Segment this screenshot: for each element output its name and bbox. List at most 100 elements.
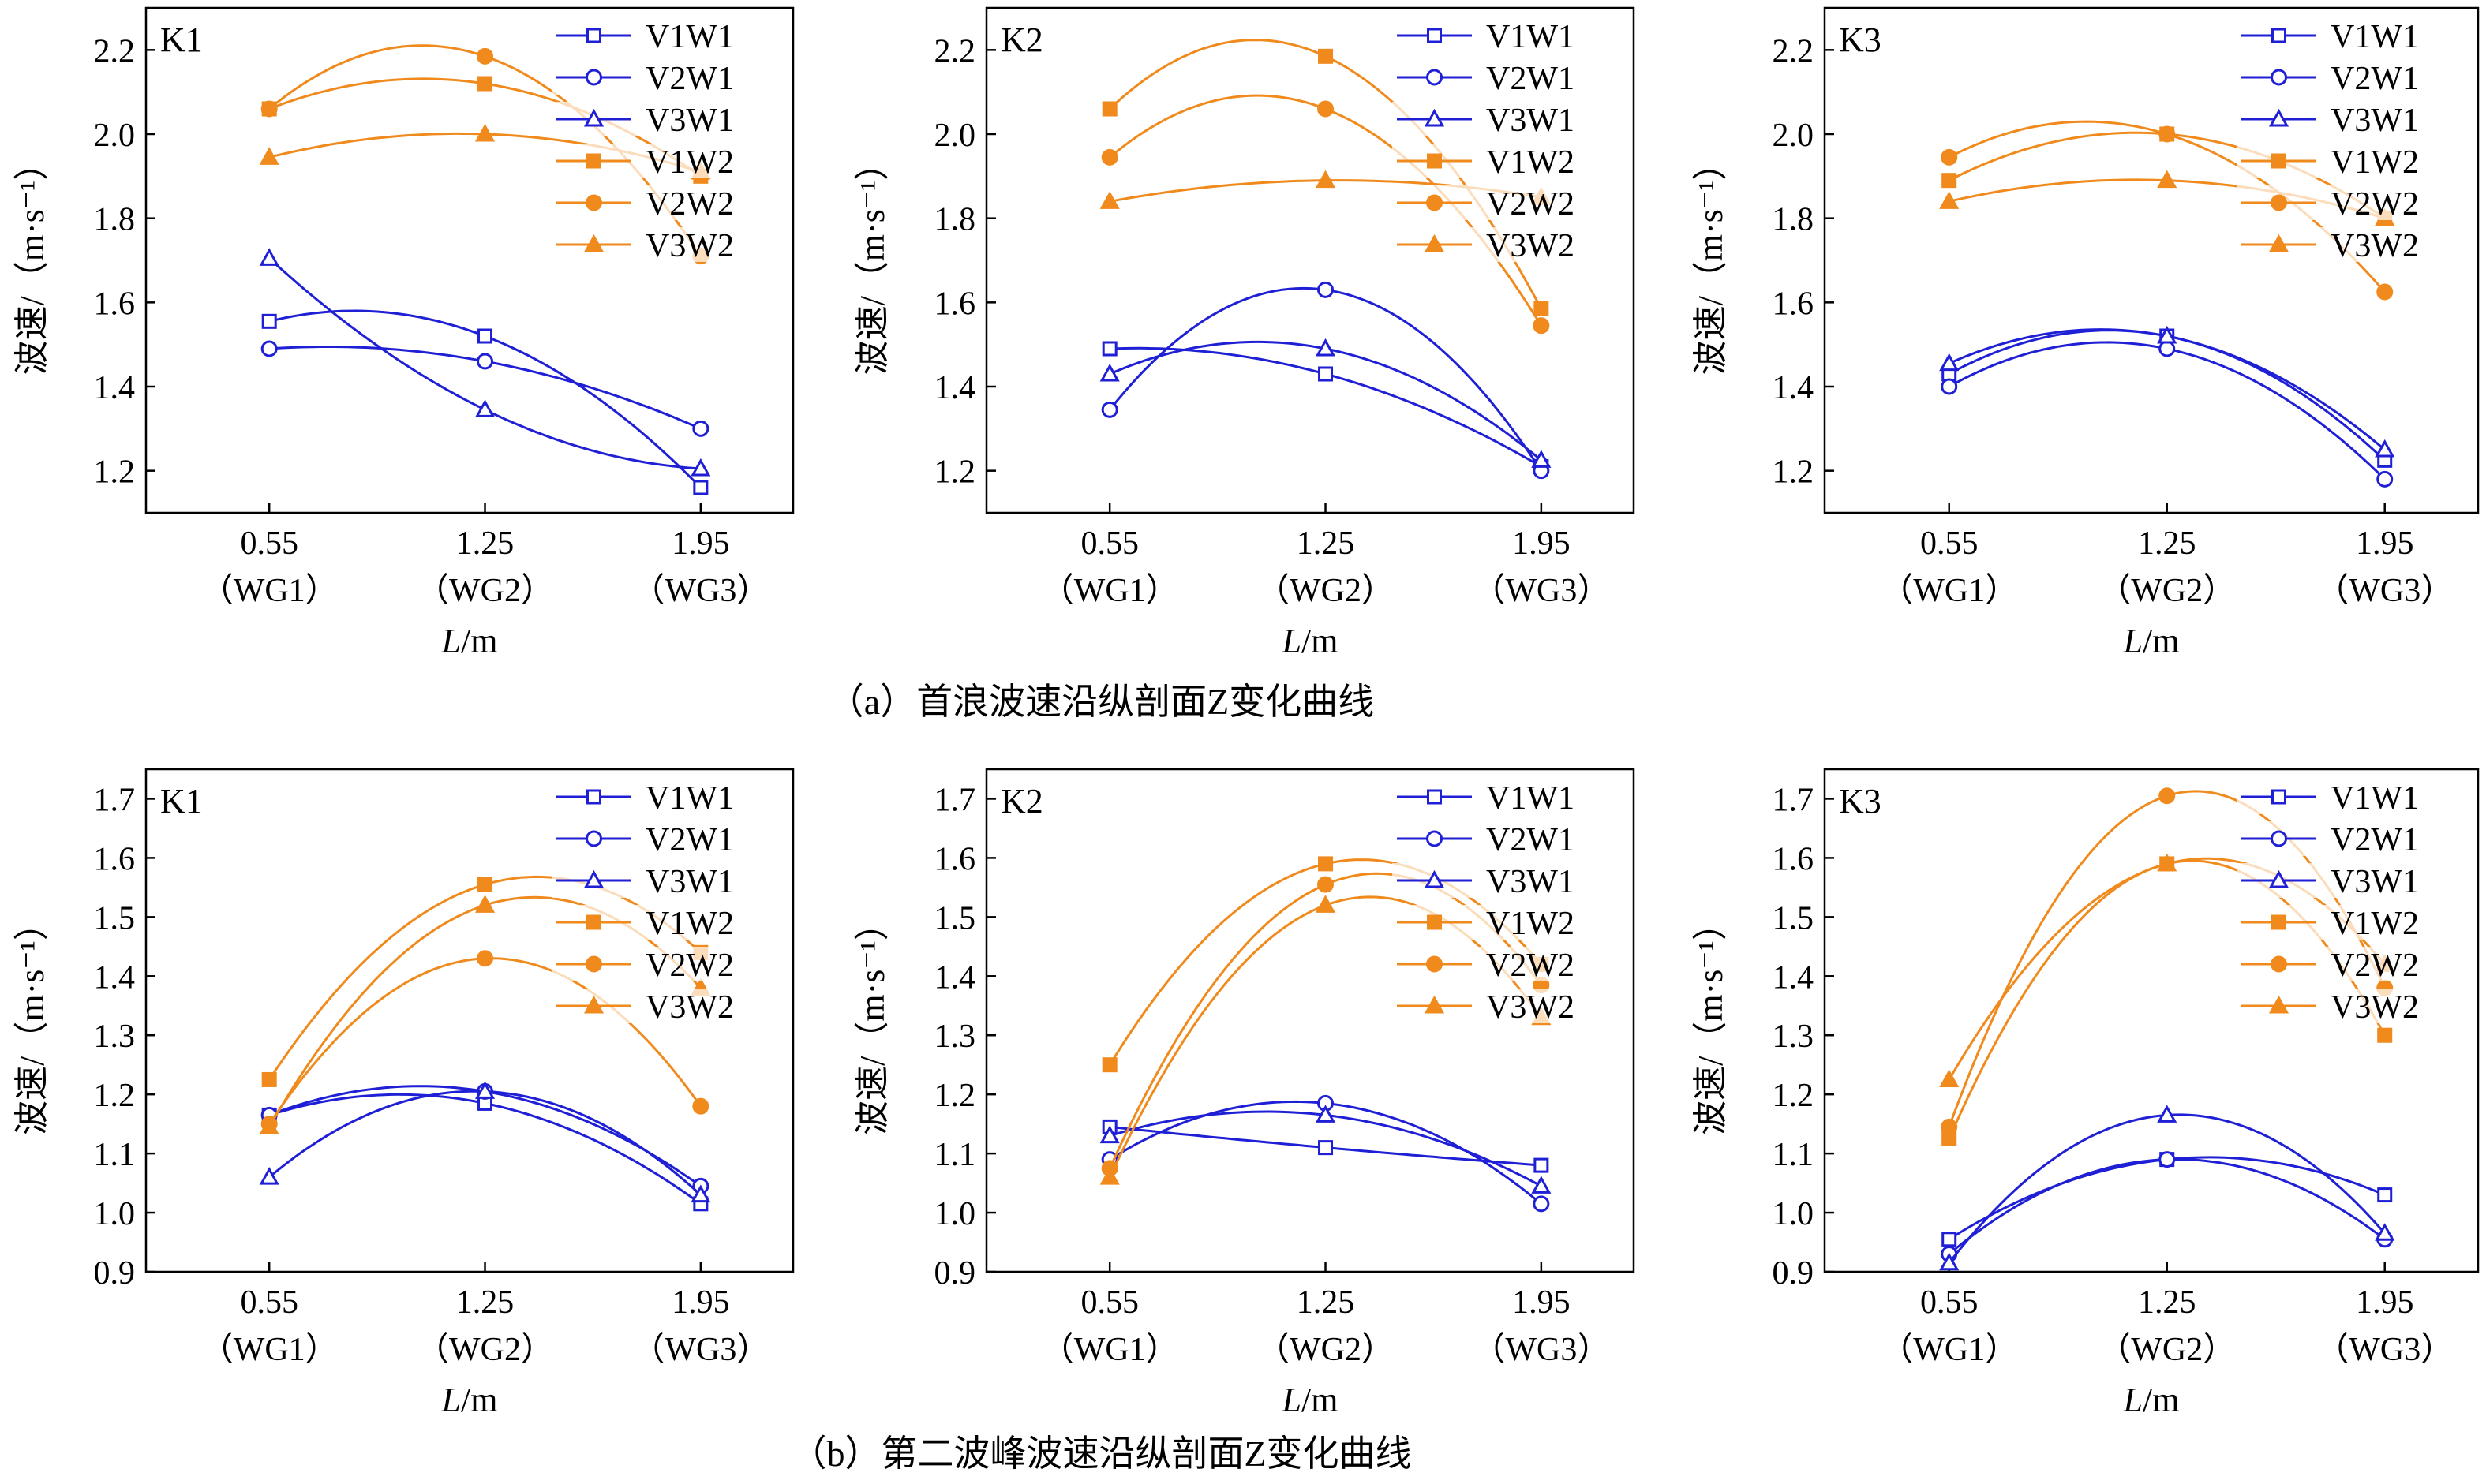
- x-tick-label: 1.25: [456, 1284, 515, 1321]
- legend-marker: [586, 955, 602, 973]
- legend-item: V1W1: [1392, 779, 1627, 817]
- legend-item: V3W2: [2237, 989, 2472, 1026]
- data-point: [1531, 1176, 1552, 1194]
- panel-label: K2: [1001, 21, 1043, 59]
- y-tick-label: 2.0: [934, 118, 976, 154]
- x-tick-sublabel: （WG3）: [1472, 573, 1610, 609]
- legend-marker: [2271, 955, 2287, 973]
- data-point: [1939, 1252, 1960, 1271]
- data-point: [474, 399, 496, 417]
- y-tick-label: 0.9: [1773, 1255, 1814, 1291]
- legend-label: V1W2: [1486, 906, 1574, 942]
- data-point: [1318, 366, 1334, 382]
- legend-item: V2W2: [552, 185, 787, 222]
- data-point: [691, 1184, 711, 1203]
- series-line: [1948, 1157, 2386, 1255]
- data-point: [259, 147, 279, 165]
- x-tick-label: 0.55: [1080, 525, 1139, 562]
- y-tick-label: 1.1: [94, 1137, 136, 1173]
- legend-item: V3W2: [1392, 989, 1627, 1026]
- y-tick-label: 1.6: [94, 286, 136, 322]
- data-point: [2158, 1151, 2176, 1168]
- panel-label: K2: [1001, 782, 1043, 820]
- data-point: [2158, 125, 2176, 143]
- x-tick-sublabel: （WG3）: [2316, 1332, 2454, 1368]
- legend: V1W1 V2W1 V3W1 V1W2 V2W2 V3W2: [2237, 779, 2472, 1026]
- data-point: [1941, 1118, 1958, 1135]
- y-tick-label: 1.3: [934, 1019, 976, 1055]
- data-point: [261, 313, 277, 329]
- x-tick-sublabel: （WG1）: [200, 1332, 339, 1368]
- chart-panel-2: 1.2 1.4 1.6 1.8 2.0 2.2 0.55 （WG1） 1.25 （WG2） 1.95…: [853, 6, 1635, 660]
- y-axis-label: 波速/（m·s⁻¹）: [1691, 906, 1730, 1135]
- legend-item: V2W2: [1392, 947, 1627, 984]
- data-point: [1939, 353, 1960, 372]
- legend-marker: [1426, 194, 1443, 211]
- data-point: [1318, 48, 1334, 64]
- x-tick-label: 1.95: [2356, 1284, 2414, 1321]
- y-tick-label: 1.6: [1773, 286, 1814, 322]
- y-tick-label: 1.8: [934, 202, 976, 238]
- y-tick-label: 1.2: [94, 454, 136, 491]
- chart-panel-4: 0.9 1.0 1.1 1.2 1.3 1.4 1.5 1.6 1.7 0.55 （WG1） 1.25…: [13, 768, 795, 1419]
- x-tick-sublabel: （WG3）: [631, 573, 769, 609]
- series-V2W1: [260, 340, 709, 437]
- y-tick-label: 1.4: [934, 959, 976, 996]
- legend-label: V3W1: [2331, 103, 2419, 139]
- y-tick-label: 1.1: [934, 1137, 976, 1173]
- legend-item: V1W1: [2237, 779, 2472, 817]
- data-point: [1317, 876, 1335, 893]
- data-point: [1318, 856, 1334, 872]
- legend-marker: [2271, 830, 2287, 847]
- data-point: [477, 353, 494, 370]
- y-tick-label: 2.2: [934, 33, 976, 69]
- legend-item: V2W1: [1392, 60, 1627, 97]
- x-tick-sublabel: （WG1）: [1880, 573, 2018, 609]
- legend-marker: [2268, 995, 2289, 1014]
- legend-marker: [2268, 234, 2289, 252]
- data-point: [1099, 363, 1120, 382]
- legend-label: V1W1: [1486, 19, 1574, 55]
- x-tick-sublabel: （WG1）: [1041, 573, 1179, 609]
- legend-label: V3W2: [646, 228, 734, 264]
- legend-label: V1W2: [1486, 144, 1574, 181]
- series-V3W1: [259, 248, 711, 477]
- x-tick-label: 0.55: [240, 1284, 298, 1321]
- series-line: [268, 1093, 702, 1206]
- legend-marker: [2268, 108, 2289, 127]
- legend-label: V1W1: [646, 19, 734, 55]
- y-tick-label: 1.8: [94, 202, 136, 238]
- x-tick-label: 1.95: [1512, 525, 1571, 562]
- data-point: [474, 895, 496, 913]
- data-point: [691, 458, 711, 477]
- x-tick-label: 1.95: [2356, 525, 2414, 562]
- x-axis-label: L/m: [2123, 1381, 2180, 1419]
- legend: V1W1 V2W1 V3W1 V1W2 V2W2 V3W2: [552, 779, 787, 1026]
- y-tick-label: 1.4: [1773, 370, 1814, 406]
- legend: V1W1 V2W1 V3W1 V1W2 V2W2 V3W2: [552, 18, 787, 264]
- data-point: [1939, 191, 1960, 209]
- legend-marker: [1426, 830, 1443, 847]
- plot-frame: [144, 768, 795, 1273]
- y-tick-label: 1.4: [94, 959, 136, 996]
- plot-frame: [985, 768, 1635, 1273]
- data-point: [2375, 439, 2395, 458]
- legend-label: V3W1: [2331, 864, 2419, 900]
- legend-item: V3W1: [2237, 102, 2472, 139]
- series-V3W1: [1939, 1105, 2395, 1271]
- legend-label: V3W2: [1486, 228, 1574, 264]
- y-tick-label: 1.2: [934, 1078, 976, 1114]
- legend-label: V3W1: [646, 103, 734, 139]
- y-tick-label: 1.2: [934, 454, 976, 491]
- data-point: [477, 950, 494, 967]
- y-tick-label: 1.2: [1773, 454, 1814, 491]
- panel-label: K1: [160, 21, 203, 59]
- x-tick-label: 0.55: [1080, 1284, 1139, 1321]
- legend-label: V3W2: [2331, 989, 2419, 1026]
- data-point: [2376, 470, 2394, 488]
- x-tick-sublabel: （WG2）: [2098, 1332, 2236, 1368]
- y-tick-label: 2.2: [94, 33, 136, 69]
- data-point: [1317, 100, 1335, 118]
- panel-label: K1: [160, 782, 203, 820]
- legend-marker: [1426, 69, 1443, 86]
